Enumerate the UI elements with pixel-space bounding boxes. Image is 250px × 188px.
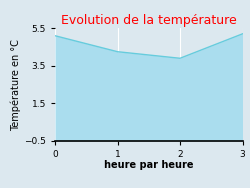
Title: Evolution de la température: Evolution de la température: [61, 14, 236, 27]
X-axis label: heure par heure: heure par heure: [104, 160, 194, 170]
Y-axis label: Température en °C: Température en °C: [11, 39, 21, 130]
